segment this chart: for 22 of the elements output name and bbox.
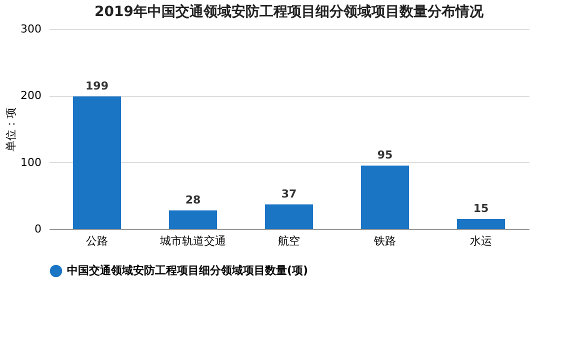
x-tick-label: 水运 [470,234,492,248]
bar [361,166,409,229]
data-label: 199 [86,79,108,92]
x-tick-label: 公路 [86,234,108,248]
bar [265,204,313,229]
data-label: 28 [185,193,201,206]
bar [73,96,121,229]
y-tick-label: 100 [20,156,42,169]
data-label: 15 [473,202,489,215]
x-tick-label: 铁路 [373,234,396,248]
data-label: 37 [281,187,297,200]
x-tick-label: 城市轨道交通 [159,234,226,248]
bar [169,210,217,229]
y-tick-label: 300 [20,22,42,36]
y-tick-label: 0 [34,222,42,236]
legend-label: 中国交通领域安防工程项目细分领域项目数量(项) [67,264,308,277]
chart-title: 2019年中国交通领域安防工程项目细分领域项目数量分布情况 [94,3,484,20]
x-tick-label: 航空 [278,234,300,248]
y-axis-title: 单位：项 [4,108,18,152]
bar [457,219,505,229]
y-tick-label: 200 [20,89,42,102]
data-label: 95 [377,148,393,162]
